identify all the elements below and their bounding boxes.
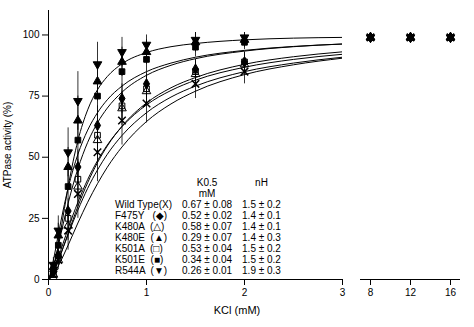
html-text:K480E (▲): K480E (▲) [115, 232, 168, 243]
html-text:0.67 ± 0.08: 0.67 ± 0.08 [182, 199, 232, 210]
svg-text:16: 16 [445, 287, 457, 298]
html-text:1.4 ± 0.1: 1.4 ± 0.1 [242, 221, 281, 232]
svg-text:1: 1 [144, 287, 150, 298]
html-text:0.58 ± 0.07: 0.58 ± 0.07 [182, 221, 232, 232]
svg-text:100: 100 [23, 29, 40, 40]
svg-text:3: 3 [340, 287, 346, 298]
html-text:1.4 ± 0.3: 1.4 ± 0.3 [242, 232, 281, 243]
html-text:1.9 ± 0.3: 1.9 ± 0.3 [242, 265, 281, 276]
html-text:1.5 ± 0.2: 1.5 ± 0.2 [242, 254, 281, 265]
html-text:0.53 ± 0.04: 0.53 ± 0.04 [182, 243, 232, 254]
html-text:1.5 ± 0.2: 1.5 ± 0.2 [242, 243, 281, 254]
svg-text:75: 75 [28, 90, 40, 101]
html-text:1.4 ± 0.1: 1.4 ± 0.1 [242, 210, 281, 221]
html-text:KCl (mM): KCl (mM) [213, 304, 261, 316]
html-text:Wild Type(X): Wild Type(X) [115, 199, 173, 210]
html-text:mM: mM [198, 188, 216, 199]
html-text:K480A (△): K480A (△) [115, 221, 165, 232]
html-text:0.52 ± 0.02: 0.52 ± 0.02 [182, 210, 232, 221]
html-text:K501A (□): K501A (□) [115, 243, 163, 254]
html-text:nH: nH [255, 177, 268, 188]
svg-text:0: 0 [34, 274, 40, 285]
svg-text:50: 50 [28, 151, 40, 162]
html-text:1.5 ± 0.2: 1.5 ± 0.2 [242, 199, 281, 210]
svg-text:12: 12 [405, 287, 417, 298]
html-text:F475Y (◆): F475Y (◆) [115, 210, 167, 221]
svg-text:0: 0 [46, 287, 52, 298]
html-text:R544A (▼): R544A (▼) [115, 265, 168, 276]
html-text:0.29 ± 0.07: 0.29 ± 0.07 [182, 232, 232, 243]
html-text:K501E (■): K501E (■) [115, 254, 164, 265]
svg-text:8: 8 [368, 287, 374, 298]
html-text:0.26 ± 0.01: 0.26 ± 0.01 [182, 265, 232, 276]
html-text:K0.5: K0.5 [196, 177, 218, 188]
svg-text:25: 25 [28, 213, 40, 224]
svg-text:2: 2 [242, 287, 248, 298]
svg-text:ATPase activity (%): ATPase activity (%) [2, 102, 13, 189]
html-text:0.34 ± 0.04: 0.34 ± 0.04 [182, 254, 232, 265]
